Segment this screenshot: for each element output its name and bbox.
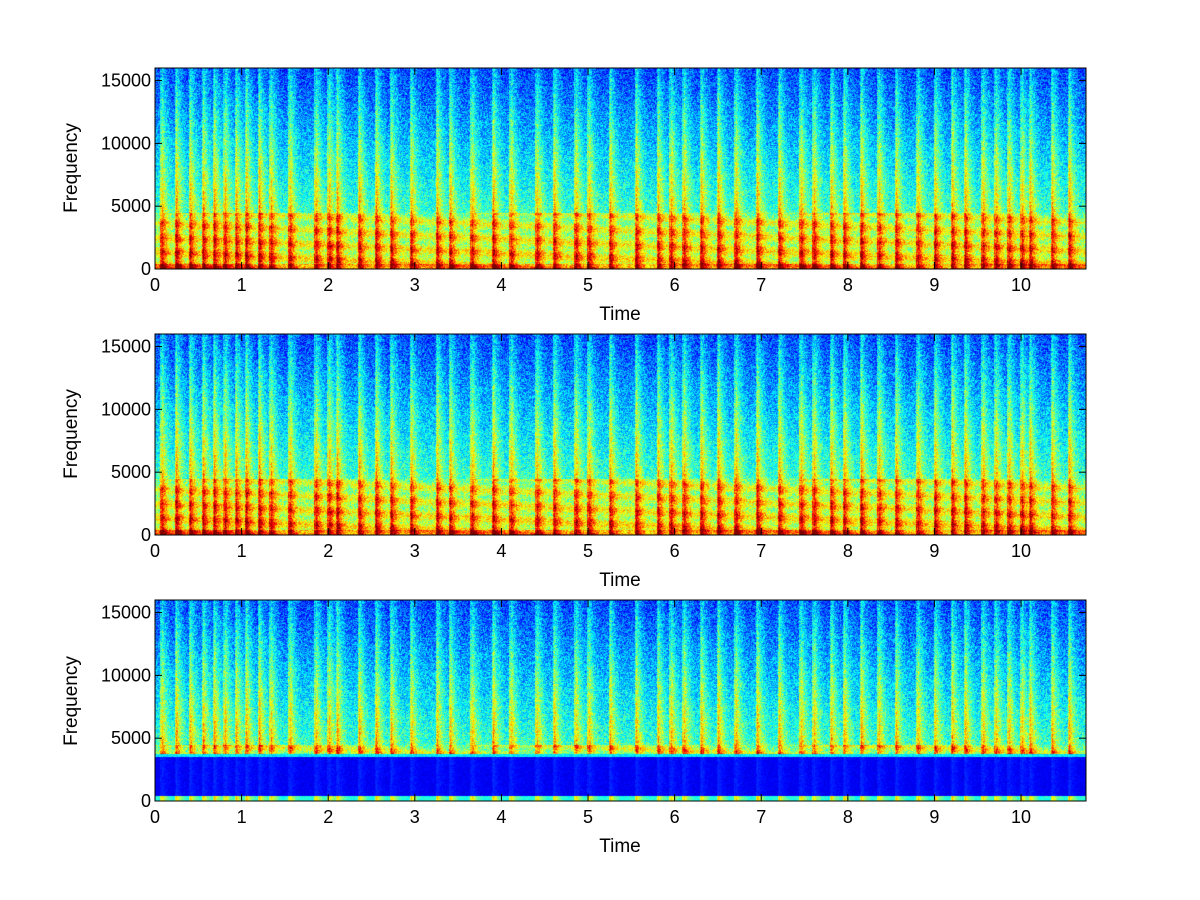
axes-frame (154, 599, 1087, 802)
y-axis-label: Frequency (61, 123, 82, 213)
spectrogram-panel-3: Frequency Time 0 1 2 3 4 5 6 7 8 9 10 0 5000 10000 150… (61, 599, 1087, 857)
y-tick-label: 0 (141, 259, 151, 279)
y-tick-label: 0 (141, 791, 151, 811)
x-tick-label: 10 (1011, 541, 1031, 561)
spectrogram-image (155, 68, 1086, 269)
x-tick-label: 0 (150, 275, 160, 295)
x-tick-label: 6 (670, 807, 680, 827)
x-tick-label: 10 (1011, 275, 1031, 295)
y-tick-label: 15000 (101, 603, 151, 623)
x-axis-label: Time (599, 304, 641, 325)
x-tick-label: 4 (496, 807, 506, 827)
y-tick-label: 5000 (111, 462, 151, 482)
spectrogram-image (155, 334, 1086, 535)
x-tick-label: 5 (583, 541, 593, 561)
spectrogram-panel-1: Frequency Time 0 1 2 3 4 5 6 7 8 9 10 0 5000 10000 150… (61, 67, 1087, 325)
x-tick-label: 5 (583, 807, 593, 827)
x-axis-label: Time (599, 836, 641, 857)
x-tick-label: 3 (410, 541, 420, 561)
axes-frame (154, 333, 1087, 536)
x-tick-label: 6 (670, 541, 680, 561)
y-tick-label: 0 (141, 525, 151, 545)
x-tick-label: 0 (150, 541, 160, 561)
axes-frame (154, 67, 1087, 270)
x-tick-label: 8 (843, 541, 853, 561)
x-tick-label: 10 (1011, 807, 1031, 827)
y-tick-label: 10000 (101, 133, 151, 153)
x-tick-label: 3 (410, 807, 420, 827)
y-tick-label: 15000 (101, 71, 151, 91)
x-tick-label: 7 (756, 541, 766, 561)
x-tick-label: 6 (670, 275, 680, 295)
x-tick-label: 2 (323, 275, 333, 295)
x-tick-label: 1 (237, 541, 247, 561)
x-tick-label: 9 (929, 807, 939, 827)
y-tick-label: 5000 (111, 728, 151, 748)
x-tick-label: 8 (843, 807, 853, 827)
y-tick-label: 10000 (101, 665, 151, 685)
x-tick-label: 2 (323, 807, 333, 827)
y-tick-label: 15000 (101, 337, 151, 357)
x-tick-label: 1 (237, 275, 247, 295)
x-tick-label: 8 (843, 275, 853, 295)
x-tick-label: 9 (929, 275, 939, 295)
spectrogram-panel-2: Frequency Time 0 1 2 3 4 5 6 7 8 9 10 0 5000 10000 150… (61, 333, 1087, 591)
spectrogram-image (155, 600, 1086, 801)
y-axis-label: Frequency (61, 656, 82, 746)
x-tick-label: 7 (756, 807, 766, 827)
x-tick-label: 4 (496, 541, 506, 561)
x-tick-label: 4 (496, 275, 506, 295)
x-tick-label: 9 (929, 541, 939, 561)
y-tick-label: 10000 (101, 399, 151, 419)
y-axis-label: Frequency (61, 389, 82, 479)
y-tick-label: 5000 (111, 196, 151, 216)
x-tick-label: 7 (756, 275, 766, 295)
x-tick-label: 5 (583, 275, 593, 295)
x-axis-label: Time (599, 570, 641, 591)
x-tick-label: 2 (323, 541, 333, 561)
x-tick-label: 1 (237, 807, 247, 827)
x-tick-label: 3 (410, 275, 420, 295)
x-tick-label: 0 (150, 807, 160, 827)
